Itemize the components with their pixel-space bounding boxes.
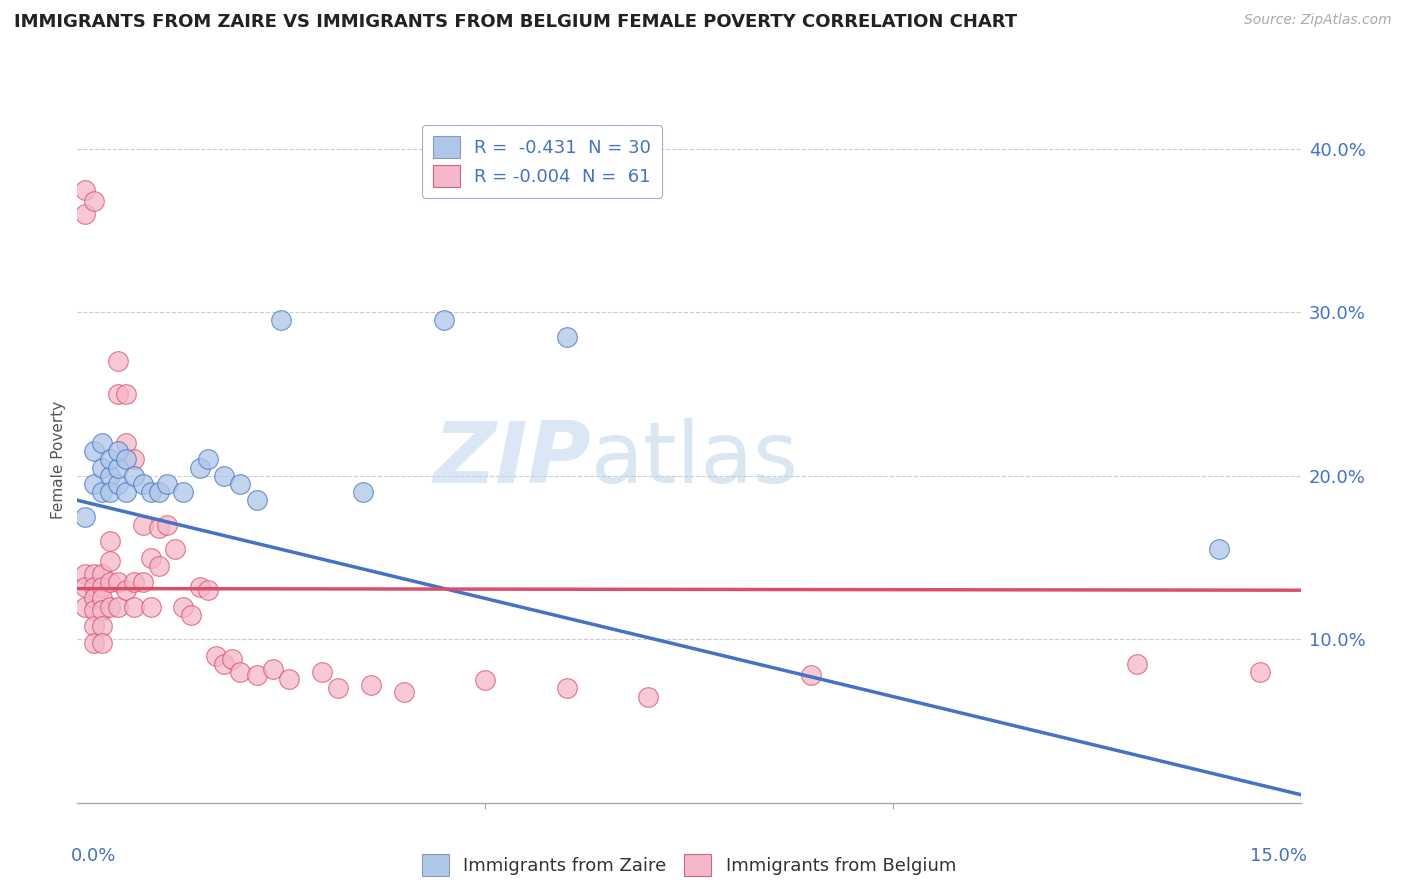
Point bbox=[212, 468, 235, 483]
Point bbox=[124, 575, 146, 590]
Point bbox=[352, 485, 374, 500]
Point bbox=[107, 575, 129, 590]
Point bbox=[90, 591, 112, 606]
Text: IMMIGRANTS FROM ZAIRE VS IMMIGRANTS FROM BELGIUM FEMALE POVERTY CORRELATION CHAR: IMMIGRANTS FROM ZAIRE VS IMMIGRANTS FROM… bbox=[14, 13, 1017, 31]
Point bbox=[800, 668, 823, 682]
Legend: Immigrants from Zaire, Immigrants from Belgium: Immigrants from Zaire, Immigrants from B… bbox=[415, 847, 963, 883]
Point bbox=[75, 183, 97, 197]
Point bbox=[148, 558, 170, 573]
Point bbox=[83, 194, 105, 208]
Point bbox=[246, 493, 269, 508]
Point bbox=[75, 207, 97, 221]
Point bbox=[124, 452, 146, 467]
Point bbox=[165, 542, 187, 557]
Point bbox=[131, 517, 153, 532]
Point bbox=[75, 566, 97, 581]
Point bbox=[75, 509, 97, 524]
Point bbox=[107, 460, 129, 475]
Point bbox=[172, 485, 194, 500]
Point bbox=[229, 665, 252, 679]
Point bbox=[139, 485, 162, 500]
Point bbox=[392, 684, 415, 698]
Y-axis label: Female Poverty: Female Poverty bbox=[51, 401, 66, 518]
Text: Source: ZipAtlas.com: Source: ZipAtlas.com bbox=[1244, 13, 1392, 28]
Point bbox=[474, 673, 496, 688]
Text: atlas: atlas bbox=[591, 417, 799, 501]
Point bbox=[90, 580, 112, 594]
Text: ZIP: ZIP bbox=[433, 417, 591, 501]
Point bbox=[83, 591, 105, 606]
Text: 15.0%: 15.0% bbox=[1250, 847, 1306, 865]
Point bbox=[1249, 665, 1271, 679]
Point bbox=[90, 485, 112, 500]
Point bbox=[139, 550, 162, 565]
Point bbox=[278, 672, 301, 686]
Point bbox=[107, 354, 129, 368]
Point bbox=[555, 681, 578, 696]
Point bbox=[212, 657, 235, 671]
Point bbox=[83, 477, 105, 491]
Point bbox=[98, 534, 121, 549]
Point bbox=[156, 477, 179, 491]
Point bbox=[131, 477, 153, 491]
Point bbox=[83, 580, 105, 594]
Point bbox=[360, 678, 382, 692]
Point bbox=[83, 444, 105, 458]
Point bbox=[90, 619, 112, 633]
Point bbox=[98, 468, 121, 483]
Point bbox=[107, 599, 129, 614]
Point bbox=[75, 599, 97, 614]
Point bbox=[148, 485, 170, 500]
Point bbox=[90, 635, 112, 649]
Point bbox=[246, 668, 269, 682]
Point bbox=[311, 665, 333, 679]
Point bbox=[197, 452, 219, 467]
Point bbox=[107, 387, 129, 401]
Point bbox=[139, 599, 162, 614]
Point bbox=[156, 517, 179, 532]
Point bbox=[637, 690, 659, 704]
Point bbox=[83, 619, 105, 633]
Point bbox=[115, 485, 138, 500]
Point bbox=[115, 387, 138, 401]
Point bbox=[83, 603, 105, 617]
Point bbox=[262, 662, 284, 676]
Point bbox=[270, 313, 292, 327]
Point bbox=[98, 452, 121, 467]
Point bbox=[188, 460, 211, 475]
Point bbox=[197, 583, 219, 598]
Point bbox=[115, 452, 138, 467]
Point bbox=[1126, 657, 1149, 671]
Point bbox=[75, 580, 97, 594]
Point bbox=[115, 583, 138, 598]
Point bbox=[98, 554, 121, 568]
Point bbox=[107, 444, 129, 458]
Point bbox=[107, 477, 129, 491]
Point bbox=[90, 603, 112, 617]
Point bbox=[90, 460, 112, 475]
Point bbox=[98, 599, 121, 614]
Point bbox=[148, 521, 170, 535]
Point bbox=[131, 575, 153, 590]
Point bbox=[555, 330, 578, 344]
Point bbox=[115, 436, 138, 450]
Point bbox=[433, 313, 456, 327]
Point bbox=[98, 575, 121, 590]
Point bbox=[180, 607, 202, 622]
Point bbox=[221, 652, 243, 666]
Point bbox=[172, 599, 194, 614]
Point bbox=[83, 635, 105, 649]
Point bbox=[205, 648, 228, 663]
Point bbox=[124, 468, 146, 483]
Point bbox=[229, 477, 252, 491]
Point bbox=[328, 681, 350, 696]
Text: 0.0%: 0.0% bbox=[72, 847, 117, 865]
Point bbox=[188, 580, 211, 594]
Point bbox=[98, 485, 121, 500]
Point bbox=[124, 599, 146, 614]
Point bbox=[1208, 542, 1230, 557]
Point bbox=[90, 566, 112, 581]
Point bbox=[83, 566, 105, 581]
Point bbox=[90, 436, 112, 450]
